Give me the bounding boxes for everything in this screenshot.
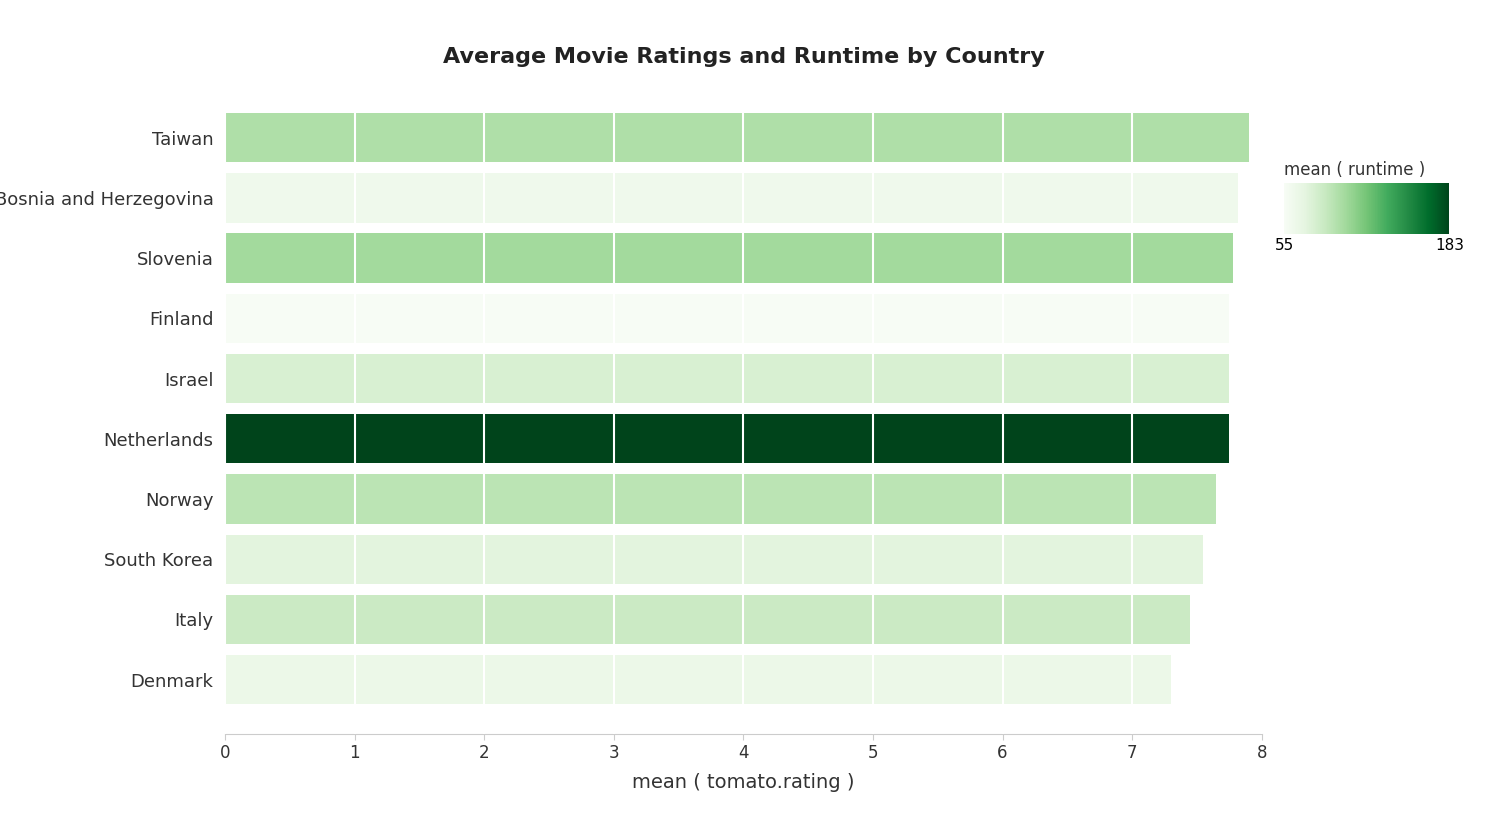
Bar: [225, 414, 1229, 464]
Bar: [225, 173, 1238, 223]
X-axis label: mean ( tomato.rating ): mean ( tomato.rating ): [632, 773, 855, 792]
Bar: [225, 535, 1203, 584]
Bar: [225, 354, 1229, 404]
Bar: [225, 655, 1172, 705]
Bar: [225, 475, 1217, 524]
Bar: [225, 234, 1233, 283]
Text: mean ( runtime ): mean ( runtime ): [1284, 161, 1425, 179]
Title: Average Movie Ratings and Runtime by Country: Average Movie Ratings and Runtime by Cou…: [443, 47, 1044, 67]
Bar: [225, 113, 1248, 163]
Bar: [225, 595, 1191, 644]
Bar: [225, 294, 1229, 343]
